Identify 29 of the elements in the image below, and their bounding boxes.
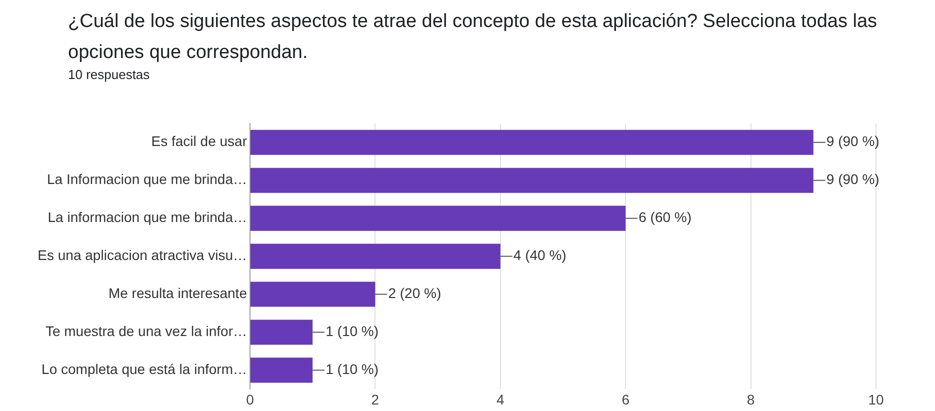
chart-title: ¿Cuál de los siguientes aspectos te atrae del concepto de esta aplicación? Selecciona todas las opciones que correspondan.	[68, 10, 878, 65]
x-tick-label: 2	[371, 391, 380, 408]
x-tick-label: 10	[868, 391, 884, 408]
data-label: 1 (10 %)	[326, 361, 379, 378]
x-tick-label: 8	[746, 391, 755, 408]
data-label: 9 (90 %)	[826, 133, 880, 150]
y-tick-label: Me resulta interesante	[108, 285, 248, 302]
bar	[250, 358, 313, 383]
data-label: 6 (60 %)	[638, 209, 692, 226]
data-label: 9 (90 %)	[826, 171, 880, 188]
x-tick-label: 6	[622, 391, 630, 408]
data-label: 4 (40 %)	[513, 247, 566, 264]
y-tick-label: Lo completa que está la inform…	[42, 361, 247, 378]
text: 10 respuestas	[68, 67, 150, 82]
bar	[250, 244, 500, 269]
bar	[250, 320, 313, 345]
data-label: 1 (10 %)	[326, 323, 379, 340]
bar	[250, 168, 814, 193]
x-tick-label: 0	[246, 391, 254, 408]
x-tick-label: 4	[496, 391, 504, 408]
y-tick-label: Es facil de usar	[151, 133, 248, 150]
data-label: 2 (20 %)	[388, 285, 442, 302]
y-tick-label: Te muestra de una vez la infor…	[45, 323, 247, 340]
y-tick-label: Es una aplicacion atractiva visu…	[38, 247, 247, 264]
bar	[250, 130, 814, 155]
y-tick-label: La informacion que me brinda…	[48, 209, 247, 226]
bar	[250, 206, 626, 231]
y-tick-label: La Informacion que me brinda…	[47, 171, 247, 188]
bar	[250, 282, 376, 307]
